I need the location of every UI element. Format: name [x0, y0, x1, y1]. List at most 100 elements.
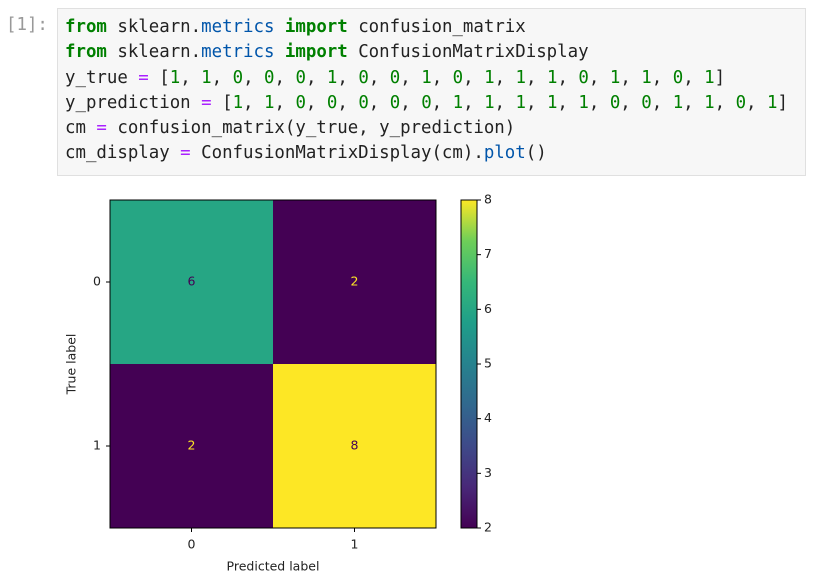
code-token: 1 — [609, 67, 621, 88]
code-token: , — [620, 92, 642, 113]
code-line: cm = confusion_matrix(y_true, y_predicti… — [65, 116, 805, 141]
colorbar-tick-label: 2 — [484, 520, 492, 535]
code-token: metrics — [201, 17, 275, 37]
code-token: 0 — [264, 67, 275, 88]
code-token: , — [494, 92, 516, 113]
code-token: 0 — [452, 67, 464, 88]
code-token: , — [431, 92, 453, 113]
code-line: cm_display = ConfusionMatrixDisplay(cm).… — [65, 141, 805, 166]
code-token: 1 — [264, 92, 275, 113]
code-token: plot — [483, 143, 526, 164]
code-token: ] — [714, 67, 726, 88]
y-tick-label: 0 — [93, 274, 101, 289]
cell-value-label: 8 — [351, 438, 359, 453]
code-token: , — [588, 92, 610, 113]
code-token: , — [337, 92, 359, 113]
code-token: , — [463, 67, 485, 88]
code-token: , — [557, 92, 579, 113]
code-token: 0 — [421, 92, 432, 113]
code-line: y_prediction = [1, 1, 0, 0, 0, 0, 0, 1, … — [65, 91, 805, 116]
code-token: 0 — [232, 67, 244, 88]
x-tick-label: 0 — [188, 537, 196, 552]
code-token: , — [683, 92, 705, 113]
code-token: [ — [148, 67, 170, 88]
axes-frame — [109, 199, 437, 529]
cell-value-label: 6 — [188, 274, 196, 289]
code-token: import — [284, 17, 348, 37]
code-token: 0 — [326, 92, 338, 113]
code-line: from sklearn.metrics import ConfusionMat… — [65, 40, 805, 65]
code-token: import — [284, 42, 348, 63]
code-token: , — [274, 67, 296, 88]
colorbar-tick-label: 3 — [484, 465, 492, 480]
code-token: , — [305, 67, 327, 88]
cell-value-label: 2 — [351, 274, 359, 289]
colorbar-tick-label: 7 — [484, 246, 492, 261]
heatmap-cell — [110, 200, 273, 364]
code-line: y_true = [1, 1, 0, 0, 0, 1, 0, 0, 1, 0, … — [65, 66, 805, 91]
code-token: 1 — [201, 67, 212, 88]
y-axis-label: True label — [64, 334, 79, 396]
code-token: 1 — [546, 67, 558, 88]
colorbar — [460, 199, 478, 529]
code-token: 1 — [421, 67, 432, 88]
code-token: 1 — [515, 92, 526, 113]
code-token: confusion_matrix — [347, 17, 526, 37]
code-token: , — [557, 67, 579, 88]
colorbar-tick-label: 4 — [484, 410, 492, 425]
heatmap-cell — [110, 364, 273, 528]
code-token: , — [494, 67, 516, 88]
code-token: , — [525, 92, 547, 113]
code-token: 1 — [484, 92, 495, 113]
code-token: 0 — [358, 67, 369, 88]
code-token: 1 — [704, 92, 715, 113]
code-token: cm_display — [65, 143, 181, 164]
code-token: 1 — [641, 67, 652, 88]
code-token: , — [714, 92, 736, 113]
code-token: 1 — [704, 67, 715, 88]
code-token: , — [651, 67, 673, 88]
code-token: 1 — [546, 92, 558, 113]
colorbar-tick-label: 5 — [484, 356, 492, 371]
code-token: , — [526, 67, 547, 88]
code-token: 0 — [295, 92, 306, 113]
code-token: , — [683, 67, 705, 88]
code-token: , — [651, 92, 673, 113]
x-axis-label: Predicted label — [227, 559, 320, 574]
heatmap-cell — [273, 200, 436, 364]
code-token: , — [400, 92, 422, 113]
code-token: from — [65, 42, 107, 63]
code-token: cm — [65, 118, 97, 139]
code-token: 1 — [169, 67, 181, 88]
code-token: , — [274, 92, 296, 113]
code-token: 0 — [641, 92, 652, 113]
code-token: ConfusionMatrixDisplay — [347, 42, 589, 63]
code-token: , — [243, 67, 265, 88]
code-token: 0 — [672, 67, 684, 88]
code-token: 1 — [672, 92, 684, 113]
code-line: from sklearn.metrics import confusion_ma… — [65, 15, 805, 40]
code-token: , — [368, 92, 390, 113]
code-token: 1 — [484, 67, 495, 88]
code-token: , — [305, 92, 327, 113]
code-token: = — [180, 143, 191, 164]
code-token: 1 — [326, 67, 338, 88]
colorbar-tick-label: 8 — [484, 192, 492, 207]
code-token: , — [211, 67, 233, 88]
code-token: 0 — [389, 92, 401, 113]
code-token: 1 — [578, 92, 589, 113]
cell-value-label: 2 — [188, 438, 196, 453]
code-token: 1 — [515, 67, 527, 88]
code-token: [ — [211, 92, 233, 113]
code-token: 1 — [452, 92, 464, 113]
code-token: 0 — [389, 67, 401, 88]
code-token: sklearn. — [106, 17, 202, 37]
code-token: , — [400, 67, 422, 88]
code-token: y_prediction — [65, 92, 202, 113]
code-token: , — [588, 67, 610, 88]
code-cell[interactable]: from sklearn.metrics import confusion_ma… — [57, 8, 806, 176]
code-token: 0 — [358, 92, 369, 113]
code-token: 1 — [232, 92, 244, 113]
